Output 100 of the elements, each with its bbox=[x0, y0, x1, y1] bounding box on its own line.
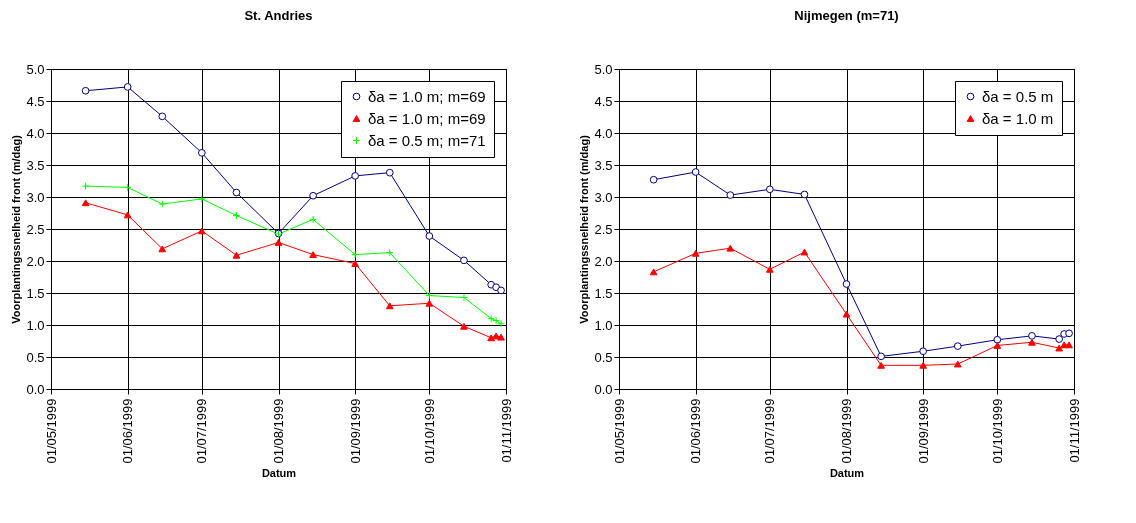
point bbox=[309, 191, 317, 200]
point bbox=[197, 195, 206, 203]
y-tick-label: 3.5 bbox=[26, 157, 45, 173]
x-tick-label: 01/11/1999 bbox=[1066, 398, 1082, 463]
point bbox=[232, 188, 241, 197]
y-tick-label: 1.5 bbox=[26, 285, 45, 301]
x-tick-label: 01/11/1999 bbox=[498, 398, 514, 463]
point bbox=[765, 185, 774, 194]
point bbox=[232, 211, 241, 220]
y-tick-label: 4.5 bbox=[26, 93, 45, 109]
point bbox=[158, 245, 167, 253]
point bbox=[953, 342, 962, 350]
x-axis-title: Datum bbox=[829, 466, 865, 479]
point bbox=[385, 248, 394, 257]
x-tick-label: 01/05/1999 bbox=[611, 398, 627, 464]
x-tick-label: 01/07/1999 bbox=[762, 398, 778, 464]
point bbox=[800, 248, 809, 256]
point bbox=[953, 360, 962, 368]
point bbox=[1065, 341, 1073, 349]
point bbox=[1055, 344, 1064, 352]
point bbox=[842, 310, 851, 318]
y-tick-label: 4.0 bbox=[594, 125, 613, 141]
point bbox=[649, 268, 658, 276]
legend-label: δa = 1.0 m bbox=[982, 109, 1054, 127]
y-tick-label: 0.0 bbox=[594, 381, 613, 397]
point bbox=[877, 361, 885, 369]
point bbox=[425, 232, 434, 240]
y-tick-label: 2.0 bbox=[594, 253, 613, 269]
point bbox=[309, 215, 317, 224]
point bbox=[842, 280, 851, 288]
point bbox=[649, 175, 658, 184]
point bbox=[197, 227, 206, 235]
point bbox=[232, 251, 241, 259]
chart-title: St. Andries bbox=[244, 8, 313, 23]
point bbox=[1065, 329, 1073, 338]
y-tick-label: 4.0 bbox=[26, 125, 45, 141]
point bbox=[81, 182, 90, 190]
legend-label: δa = 0.5 m; m=71 bbox=[368, 131, 486, 149]
chart-title: Nijmegen (m=71) bbox=[794, 8, 899, 23]
point bbox=[919, 347, 928, 356]
point bbox=[497, 286, 505, 295]
y-tick-label: 0.0 bbox=[26, 381, 45, 397]
point bbox=[123, 211, 132, 219]
point bbox=[81, 86, 90, 95]
legend-label: δa = 1.0 m; m=69 bbox=[368, 109, 486, 127]
point bbox=[993, 342, 1002, 349]
point bbox=[123, 183, 132, 192]
point bbox=[1028, 338, 1036, 346]
point bbox=[425, 299, 434, 307]
x-tick-label: 01/08/1999 bbox=[271, 398, 286, 464]
y-axis-title: Voorplantingssnelheid front (m/dag) bbox=[578, 134, 591, 324]
y-tick-label: 1.5 bbox=[594, 285, 613, 301]
point bbox=[919, 361, 928, 369]
y-tick-label: 1.0 bbox=[26, 317, 45, 333]
y-tick-label: 2.0 bbox=[26, 253, 45, 269]
y-tick-label: 5.0 bbox=[594, 61, 613, 77]
point bbox=[691, 168, 700, 176]
point bbox=[309, 251, 317, 259]
y-tick-label: 4.5 bbox=[594, 93, 613, 109]
point bbox=[385, 302, 394, 310]
y-tick-label: 2.5 bbox=[26, 221, 45, 237]
x-tick-label: 01/07/1999 bbox=[194, 398, 210, 464]
point bbox=[351, 172, 360, 180]
x-tick-label: 01/10/1999 bbox=[989, 398, 1005, 464]
x-tick-label: 01/08/1999 bbox=[839, 398, 854, 464]
point bbox=[800, 190, 809, 199]
x-tick-label: 01/06/1999 bbox=[688, 398, 704, 464]
point bbox=[726, 244, 735, 252]
point bbox=[726, 191, 735, 199]
point bbox=[691, 249, 700, 257]
y-axis-title: Voorplantingssnelheid front (m/dag) bbox=[10, 134, 23, 324]
x-tick-label: 01/09/1999 bbox=[915, 398, 931, 464]
point bbox=[123, 83, 132, 91]
point bbox=[877, 352, 885, 361]
y-tick-label: 3.5 bbox=[594, 157, 613, 173]
point bbox=[460, 322, 468, 330]
point bbox=[351, 250, 360, 259]
x-tick-label: 01/05/1999 bbox=[43, 398, 59, 464]
y-tick-label: 2.5 bbox=[594, 221, 613, 237]
x-tick-label: 01/06/1999 bbox=[120, 398, 136, 464]
point bbox=[460, 293, 468, 302]
point bbox=[1055, 335, 1064, 343]
point bbox=[425, 291, 434, 300]
y-tick-label: 0.5 bbox=[26, 349, 45, 365]
point bbox=[274, 239, 283, 246]
x-tick-label: 01/10/1999 bbox=[421, 398, 437, 464]
point bbox=[158, 200, 167, 208]
y-tick-label: 3.0 bbox=[594, 189, 613, 205]
point bbox=[197, 148, 206, 157]
point bbox=[487, 314, 496, 323]
legend-label: δa = 0.5 m bbox=[982, 87, 1054, 105]
y-tick-label: 5.0 bbox=[26, 61, 45, 77]
x-axis-title: Datum bbox=[261, 466, 297, 479]
point bbox=[158, 112, 167, 121]
point bbox=[81, 199, 90, 207]
point bbox=[1028, 332, 1036, 340]
point bbox=[460, 256, 468, 265]
legend-label: δa = 1.0 m; m=69 bbox=[368, 87, 486, 105]
point bbox=[765, 265, 774, 273]
y-tick-label: 3.0 bbox=[26, 189, 45, 205]
